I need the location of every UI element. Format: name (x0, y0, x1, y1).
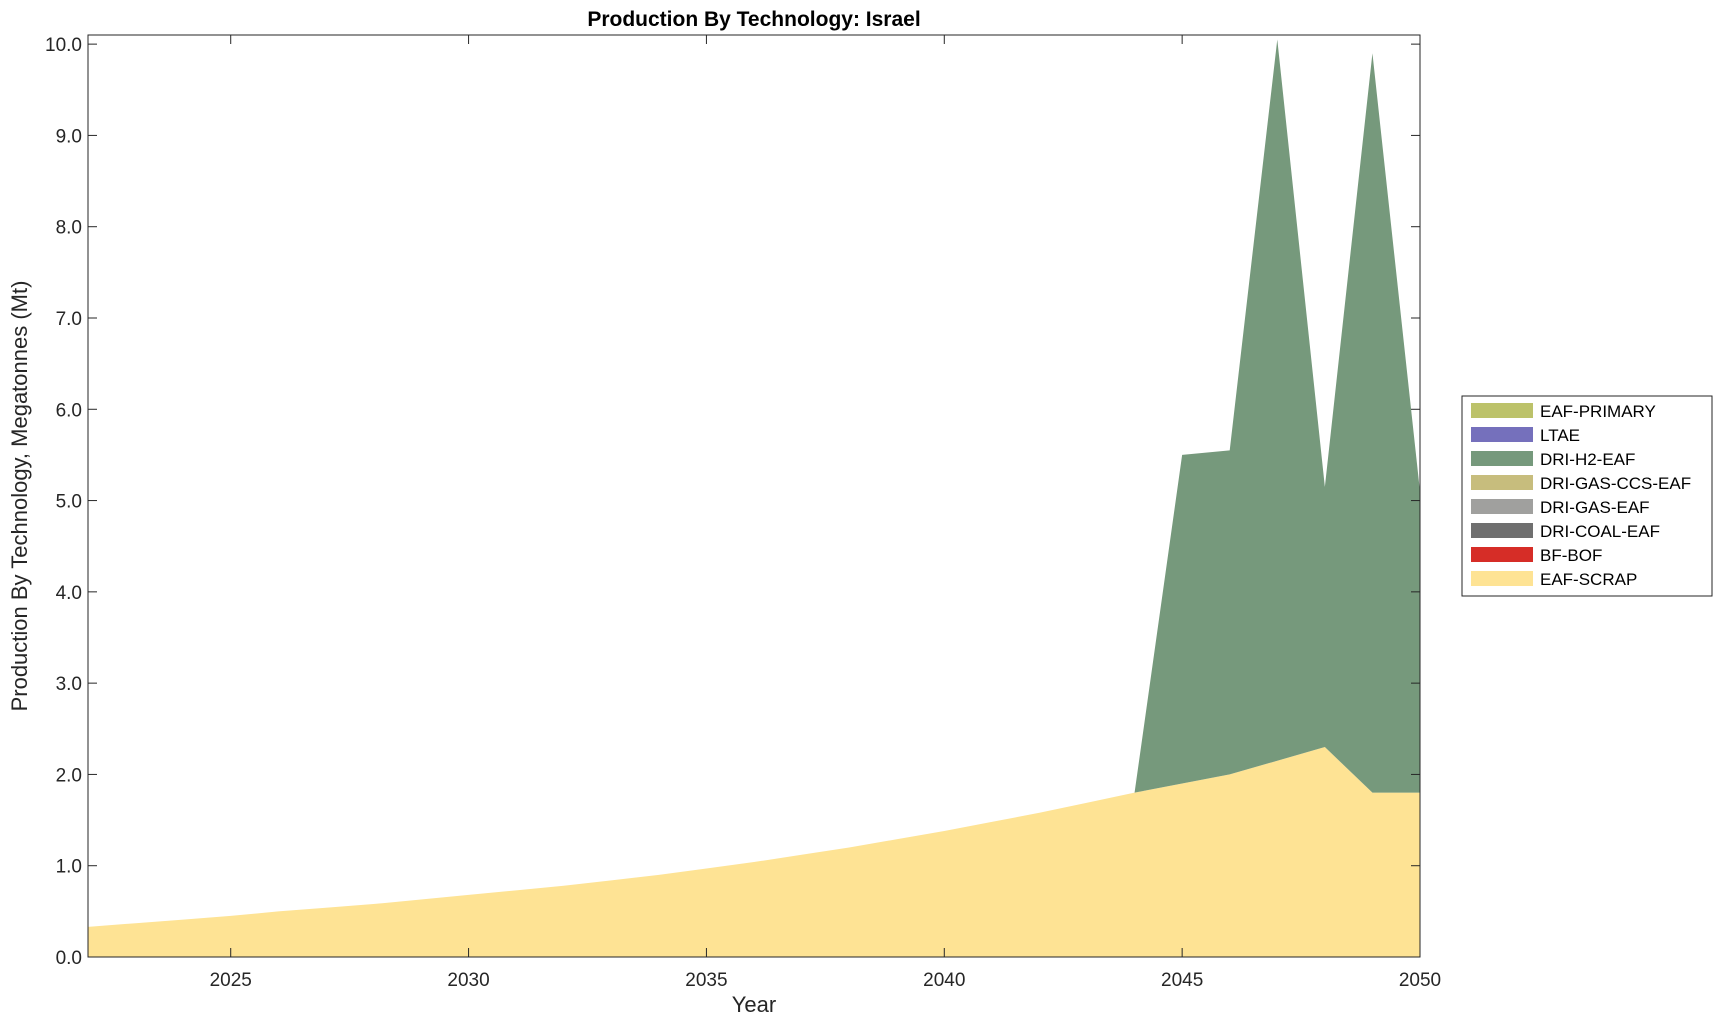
plot-frame (87, 34, 1421, 958)
legend-swatch-dri-h2-eaf (1471, 451, 1533, 466)
legend-swatch-dri-coal-eaf (1471, 523, 1533, 538)
x-tick-labels: 2025 2030 2035 2040 2045 2050 (210, 970, 1442, 991)
y-tick-label: 5.0 (56, 492, 82, 513)
legend-label-eaf-primary: EAF-PRIMARY (1540, 402, 1656, 421)
y-axis-label: Production By Technology, Megatonnes (Mt… (7, 281, 32, 712)
chart-title: Production By Technology: Israel (587, 8, 920, 31)
y-tick-label: 6.0 (56, 400, 82, 421)
legend-swatch-bf-bof (1471, 547, 1533, 562)
area-eaf-scrap (88, 747, 1420, 957)
x-tick-label: 2030 (447, 970, 489, 991)
legend-label-dri-coal-eaf: DRI-COAL-EAF (1540, 522, 1660, 541)
legend-box (1461, 395, 1713, 597)
y-tick-label: 9.0 (56, 126, 82, 147)
legend-label-ltae: LTAE (1540, 426, 1580, 445)
y-tick-label: 10.0 (45, 35, 82, 56)
legend-label-dri-h2-eaf: DRI-H2-EAF (1540, 450, 1635, 469)
legend-swatch-ltae (1471, 427, 1533, 442)
area-layer (88, 39, 1420, 957)
y-tick-label: 7.0 (56, 309, 82, 330)
x-tick-label: 2035 (685, 970, 727, 991)
y-tick-label: 0.0 (56, 948, 82, 969)
legend-label-bf-bof: BF-BOF (1540, 546, 1602, 565)
legend: EAF-PRIMARY LTAE DRI-H2-EAF DRI-GAS-CCS-EAF… (1461, 395, 1713, 597)
y-tick-label: 3.0 (56, 674, 82, 695)
x-tick-label: 2050 (1399, 970, 1441, 991)
legend-swatch-eaf-primary (1471, 403, 1533, 418)
axis-ticks (88, 35, 1421, 958)
legend-swatch-eaf-scrap (1471, 571, 1533, 586)
legend-label-eaf-scrap: EAF-SCRAP (1540, 570, 1637, 589)
legend-label-dri-gas-ccs-eaf: DRI-GAS-CCS-EAF (1540, 474, 1691, 493)
y-tick-label: 8.0 (56, 218, 82, 239)
y-tick-label: 4.0 (56, 583, 82, 604)
x-tick-label: 2040 (923, 970, 965, 991)
x-axis-label: Year (732, 992, 776, 1017)
legend-label-dri-gas-eaf: DRI-GAS-EAF (1540, 498, 1650, 517)
x-tick-label: 2045 (1161, 970, 1203, 991)
y-tick-label: 2.0 (56, 765, 82, 786)
x-tick-label: 2025 (210, 970, 252, 991)
y-tick-label: 1.0 (56, 857, 82, 878)
y-tick-labels: 0.0 1.0 2.0 3.0 4.0 5.0 6.0 7.0 8.0 9.0 10.0 (45, 35, 82, 969)
legend-swatch-dri-gas-eaf (1471, 499, 1533, 514)
legend-items: EAF-PRIMARY LTAE DRI-H2-EAF DRI-GAS-CCS-EAF… (1471, 402, 1691, 589)
legend-swatch-dri-gas-ccs-eaf (1471, 475, 1533, 490)
